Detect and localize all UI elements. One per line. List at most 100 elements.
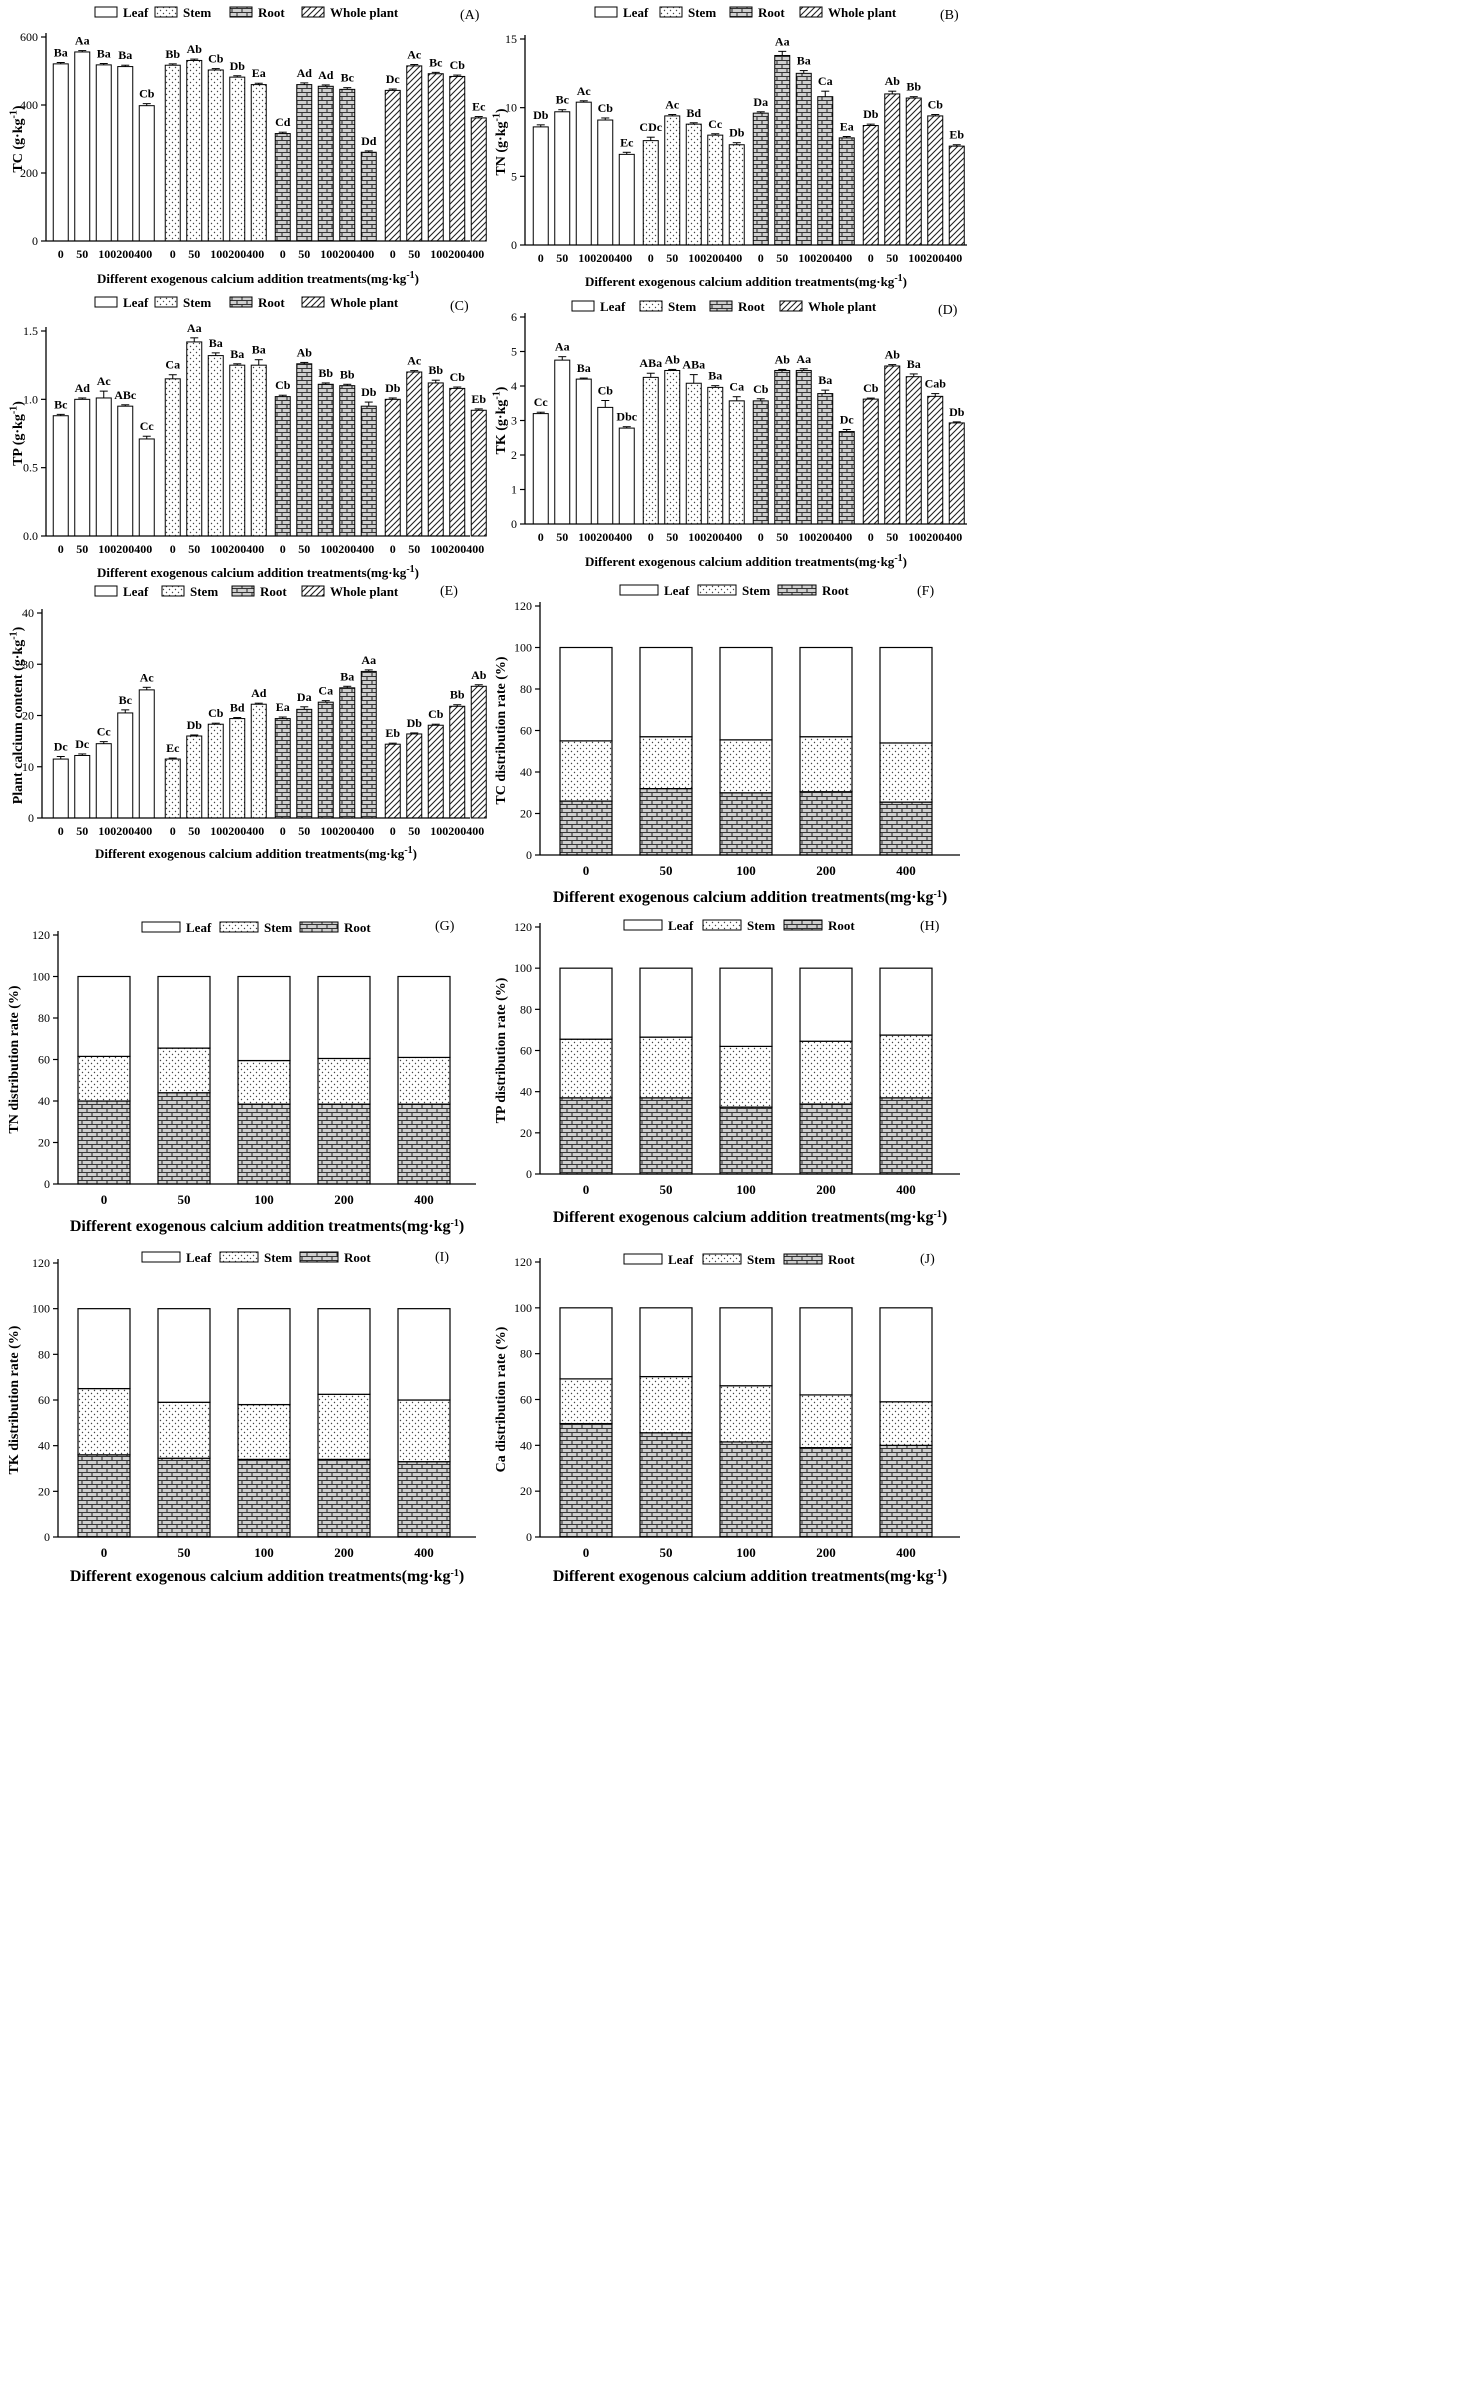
bar bbox=[95, 743, 112, 819]
data-label: Cb bbox=[863, 381, 879, 395]
data-label: Cb bbox=[208, 706, 224, 720]
legend-label-whole-plant: Whole plant bbox=[330, 5, 399, 20]
bar-group-whole-plant: Eb Db Cb Bb Ab 0 50 100200400 bbox=[384, 668, 487, 838]
legend-label-root: Root bbox=[828, 1252, 855, 1267]
x-tick-label: 200 bbox=[816, 863, 836, 878]
bar-segment-stem bbox=[317, 1057, 371, 1105]
bar-segment-stem bbox=[719, 1045, 773, 1108]
y-tick-label: 20 bbox=[38, 1484, 50, 1498]
data-label: Bb bbox=[906, 80, 921, 94]
bar bbox=[317, 701, 334, 819]
data-label: Ba bbox=[577, 361, 591, 375]
data-label: Db bbox=[533, 108, 549, 122]
data-label: Bd bbox=[230, 701, 245, 715]
bar-segment-stem bbox=[879, 742, 933, 803]
x-tick-label: 400 bbox=[896, 863, 916, 878]
bar bbox=[862, 125, 879, 246]
bar bbox=[384, 743, 401, 819]
bar bbox=[817, 96, 834, 246]
y-tick-label: 40 bbox=[520, 765, 532, 779]
bar-segment-leaf bbox=[397, 975, 451, 1059]
legend-swatch-whole-plant bbox=[301, 585, 325, 597]
data-label: Db bbox=[949, 405, 965, 419]
bar-group-leaf: Db Bc Ac Cb Ec 0 50 100200400 bbox=[532, 84, 635, 265]
bar-segment-root bbox=[879, 801, 933, 856]
stacked-bar-200: 200 bbox=[317, 975, 371, 1207]
bar bbox=[74, 398, 91, 537]
bar-group-whole-plant: Db Ac Bb Cb Eb 0 50 100200400 bbox=[384, 354, 487, 556]
legend-swatch-leaf bbox=[594, 6, 618, 18]
y-tick-label: 20 bbox=[520, 1484, 532, 1498]
stacked-bar-400: 400 bbox=[879, 1307, 933, 1560]
data-label: Ab bbox=[775, 352, 791, 366]
bar bbox=[186, 735, 203, 819]
bar bbox=[532, 413, 549, 525]
y-axis-title: TC (g·kg-1) bbox=[8, 105, 26, 172]
legend-swatch-stem bbox=[659, 6, 683, 18]
x-tick-label: 0 bbox=[538, 251, 544, 265]
chart-panel-a: Leaf Stem Root Whole plant Ba Aa Ba Ba Cb 0 50 1002… bbox=[8, 5, 487, 286]
data-label: Db bbox=[385, 381, 401, 395]
x-tick-label: 50 bbox=[188, 542, 200, 556]
x-axis-title: Different exogenous calcium addition tre… bbox=[553, 1568, 947, 1585]
bar-segment-stem bbox=[317, 1393, 371, 1460]
bar-segment-root bbox=[719, 792, 773, 856]
data-label: Ba bbox=[230, 347, 244, 361]
bar bbox=[229, 76, 246, 242]
legend-swatch-leaf bbox=[94, 585, 118, 597]
legend-label-leaf: Leaf bbox=[123, 584, 149, 599]
x-tick-label: 0 bbox=[868, 530, 874, 544]
bar bbox=[52, 415, 69, 537]
y-axis-title: TP distribution rate (%) bbox=[494, 977, 509, 1123]
bar bbox=[207, 723, 224, 819]
legend-label-root: Root bbox=[828, 918, 855, 933]
data-label: Bd bbox=[686, 106, 701, 120]
bar-segment-leaf bbox=[317, 975, 371, 1060]
x-tick-label: 50 bbox=[408, 824, 420, 838]
legend-swatch-stem bbox=[639, 300, 663, 312]
bar-segment-leaf bbox=[639, 1307, 693, 1378]
bar-group-leaf: Ba Aa Ba Ba Cb 0 50 100200400 bbox=[52, 34, 155, 261]
legend-label-leaf: Leaf bbox=[186, 1250, 212, 1265]
bar bbox=[597, 406, 614, 525]
bar-segment-stem bbox=[237, 1403, 291, 1460]
bar-segment-root bbox=[559, 1097, 613, 1175]
stacked-bar-50: 50 bbox=[639, 1307, 693, 1560]
data-label: Ba bbox=[340, 669, 354, 683]
x-axis-title: Different exogenous calcium addition tre… bbox=[585, 553, 907, 569]
legend-label-stem: Stem bbox=[747, 1252, 775, 1267]
x-tick-label: 50 bbox=[76, 824, 88, 838]
data-label: Db bbox=[407, 716, 423, 730]
legend-swatch-leaf bbox=[94, 6, 118, 18]
data-label: CDc bbox=[639, 120, 662, 134]
data-label: Bb bbox=[165, 47, 180, 61]
data-label: Bc bbox=[54, 397, 68, 411]
legend-label-stem: Stem bbox=[264, 920, 292, 935]
data-label: Cb bbox=[753, 382, 769, 396]
bar bbox=[554, 111, 571, 246]
bar bbox=[52, 758, 69, 819]
data-label: Dc bbox=[75, 737, 90, 751]
data-label: Ac bbox=[407, 354, 422, 368]
legend-label-leaf: Leaf bbox=[186, 920, 212, 935]
data-label: Db bbox=[230, 59, 246, 73]
data-label: Ad bbox=[318, 68, 334, 82]
x-axis-title: Different exogenous calcium addition tre… bbox=[553, 1209, 947, 1226]
legend-swatch-stem bbox=[154, 296, 178, 308]
data-label: Ba bbox=[708, 369, 722, 383]
x-tick-label: 50 bbox=[76, 542, 88, 556]
bar-segment-leaf bbox=[397, 1308, 451, 1401]
y-axis-title: TN (g·kg-1) bbox=[491, 108, 509, 175]
y-tick-label: 0 bbox=[526, 1530, 532, 1544]
y-tick-label: 80 bbox=[38, 1347, 50, 1361]
bar bbox=[728, 400, 745, 525]
data-label: Ec bbox=[166, 741, 180, 755]
x-tick-label: 0 bbox=[648, 530, 654, 544]
legend-swatch-stem bbox=[702, 1253, 742, 1265]
legend-label-stem: Stem bbox=[183, 5, 211, 20]
y-tick-label: 80 bbox=[520, 1002, 532, 1016]
legend-swatch-root bbox=[777, 584, 817, 596]
bar bbox=[752, 400, 769, 525]
x-tick-label: 100 bbox=[736, 1545, 756, 1560]
stacked-bar-400: 400 bbox=[879, 646, 933, 878]
